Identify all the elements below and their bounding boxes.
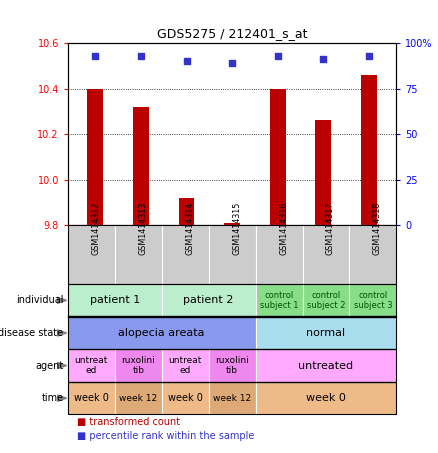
Point [229,59,236,67]
Text: GSM1414316: GSM1414316 [279,201,288,255]
Bar [133,107,149,225]
Text: ruxolini
tib: ruxolini tib [215,356,249,375]
Text: control
subject 2: control subject 2 [307,291,345,310]
Bar [87,88,103,225]
Text: untreat
ed: untreat ed [169,356,202,375]
Bar [179,198,194,225]
Text: ■ percentile rank within the sample: ■ percentile rank within the sample [77,431,254,441]
Text: GSM1414313: GSM1414313 [138,201,147,255]
Text: individual: individual [16,295,64,305]
Text: normal: normal [307,328,346,338]
Text: control
subject 1: control subject 1 [260,291,298,310]
Text: untreat
ed: untreat ed [74,356,108,375]
Text: week 0: week 0 [74,393,109,403]
Text: time: time [41,393,64,403]
Text: disease state: disease state [0,328,64,338]
Text: GSM1414318: GSM1414318 [373,201,382,255]
Polygon shape [57,362,67,369]
Text: GSM1414312: GSM1414312 [92,201,100,255]
Polygon shape [57,330,67,336]
Text: week 0: week 0 [306,393,346,403]
Text: week 12: week 12 [213,394,251,403]
Point [320,56,327,63]
Point [274,52,281,59]
Text: patient 2: patient 2 [184,295,234,305]
Point [365,52,372,59]
Point [92,52,99,59]
Text: alopecia areata: alopecia areata [119,328,205,338]
Bar [270,88,286,225]
Point [138,52,145,59]
Text: patient 1: patient 1 [90,295,140,305]
Text: ■ transformed count: ■ transformed count [77,417,180,428]
Text: week 12: week 12 [119,394,157,403]
Text: agent: agent [35,361,64,371]
Title: GDS5275 / 212401_s_at: GDS5275 / 212401_s_at [157,28,307,40]
Text: untreated: untreated [298,361,353,371]
Text: GSM1414317: GSM1414317 [326,201,335,255]
Text: GSM1414314: GSM1414314 [185,201,194,255]
Bar [315,120,332,225]
Text: week 0: week 0 [168,393,203,403]
Text: GSM1414315: GSM1414315 [232,201,241,255]
Bar [224,223,240,225]
Text: ruxolini
tib: ruxolini tib [121,356,155,375]
Polygon shape [57,395,67,401]
Bar [361,75,377,225]
Point [183,58,190,65]
Polygon shape [57,297,67,304]
Text: control
subject 3: control subject 3 [353,291,392,310]
